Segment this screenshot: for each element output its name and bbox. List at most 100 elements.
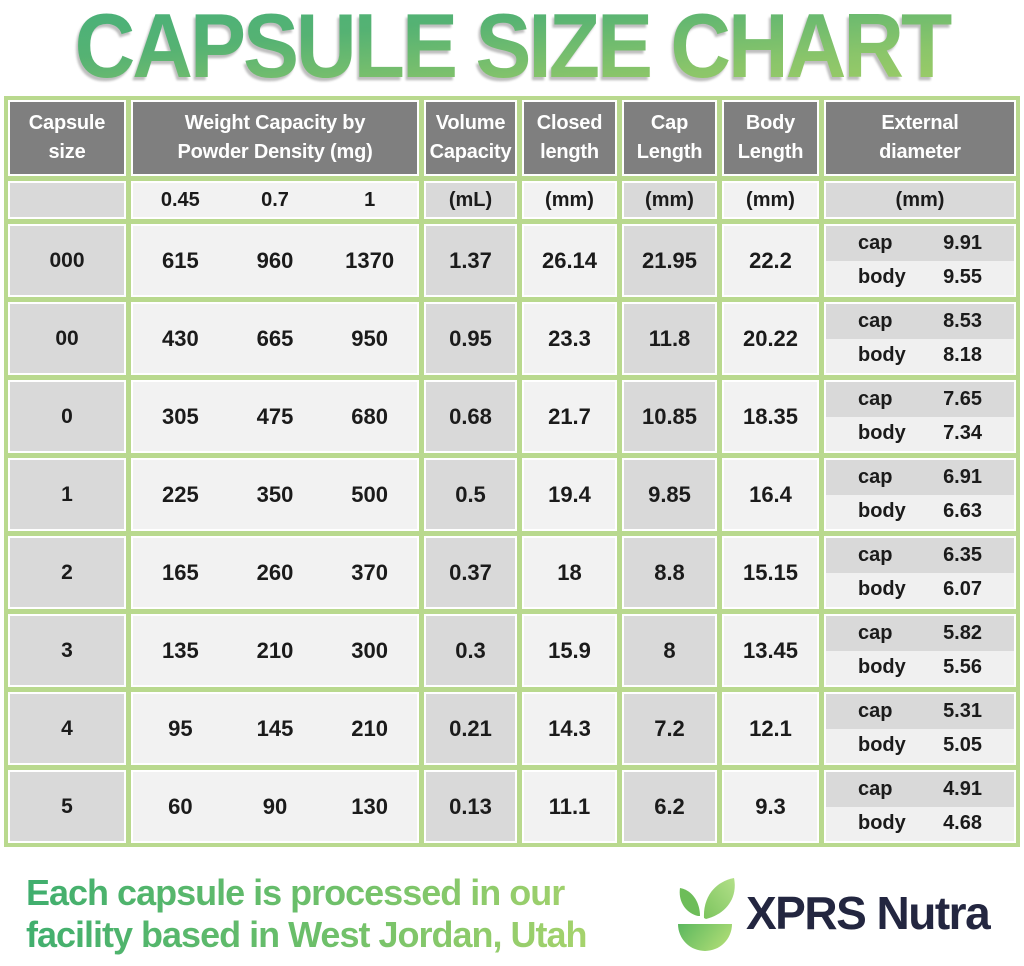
cap-label: cap [858,309,893,332]
header-cap-length: Cap Length [622,100,717,176]
cap-diameter-row: cap 8.53 [826,304,1014,339]
cap-diameter-row: cap 5.31 [826,694,1014,729]
weight-045-value: 60 [168,793,193,819]
body-diameter-value: 7.34 [943,422,982,445]
weight-07-value: 90 [262,793,288,819]
body-label: body [858,422,906,445]
weight-1-value: 370 [351,559,389,585]
weight-07-value: 210 [256,637,294,663]
cap-label: cap [858,543,893,566]
weight-capacity-cell: 430 665 950 [131,302,419,375]
body-diameter-row: body 4.68 [826,806,1014,841]
weight-045-value: 305 [161,403,199,429]
cap-diameter-value: 7.65 [943,387,982,410]
weight-07-value: 145 [256,715,294,741]
cap-diameter-value: 8.53 [943,309,982,332]
density-07-label: 0.7 [261,188,289,211]
weight-capacity-cell: 225 350 500 [131,458,419,531]
cap-diameter-value: 9.91 [943,231,982,254]
weight-1-value: 300 [351,637,389,663]
external-diameter-cell: cap 5.31 body 5.05 [824,692,1016,765]
body-diameter-row: body 9.55 [826,260,1014,295]
closed-length-cell: 14.3 [522,692,617,765]
body-diameter-value: 5.56 [943,656,982,679]
weight-1-value: 680 [351,403,389,429]
weight-1-value: 210 [351,715,389,741]
footer-tagline-line2: facility based in West Jordan, Utah [26,914,587,955]
body-diameter-row: body 5.05 [826,728,1014,763]
cap-length-unit-label: (mm) [622,181,717,219]
cap-diameter-value: 4.91 [943,777,982,800]
cap-diameter-row: cap 9.91 [826,226,1014,261]
volume-capacity-cell: 0.5 [424,458,517,531]
external-diameter-cell: cap 7.65 body 7.34 [824,380,1016,453]
closed-length-cell: 18 [522,536,617,609]
external-diameter-cell: cap 9.91 body 9.55 [824,224,1016,297]
closed-length-cell: 19.4 [522,458,617,531]
capsule-size-cell: 00 [8,302,126,375]
body-diameter-value: 5.05 [943,734,982,757]
subheader-densities: 0.45 0.7 1 [131,181,419,219]
header-capsule-size: Capsule size [8,100,126,176]
brand-name: XPRS Nutra [746,887,991,939]
cap-diameter-value: 6.91 [943,465,982,488]
weight-045-value: 165 [161,559,199,585]
cap-diameter-row: cap 4.91 [826,772,1014,807]
volume-capacity-cell: 0.3 [424,614,517,687]
body-length-cell: 16.4 [722,458,819,531]
weight-045-value: 225 [161,481,199,507]
capsule-size-table: Capsule size Weight Capacity by Powder D… [4,96,1020,847]
cap-label: cap [858,621,893,644]
body-diameter-row: body 8.18 [826,338,1014,373]
body-length-cell: 15.15 [722,536,819,609]
header-external-diameter-label: External diameter [879,112,961,163]
cap-length-cell: 8.8 [622,536,717,609]
volume-unit-label: (mL) [424,181,517,219]
density-1-label: 1 [364,188,376,211]
body-diameter-value: 9.55 [943,266,982,289]
closed-length-cell: 26.14 [522,224,617,297]
density-045-label: 0.45 [160,188,200,211]
body-diameter-row: body 6.07 [826,572,1014,607]
body-length-cell: 12.1 [722,692,819,765]
body-diameter-row: body 6.63 [826,494,1014,529]
volume-capacity-cell: 0.37 [424,536,517,609]
body-diameter-value: 4.68 [943,812,982,835]
weight-07-value: 960 [256,247,294,273]
body-length-cell: 18.35 [722,380,819,453]
cap-diameter-row: cap 7.65 [826,382,1014,417]
external-diameter-cell: cap 4.91 body 4.68 [824,770,1016,843]
body-length-cell: 13.45 [722,614,819,687]
closed-length-cell: 15.9 [522,614,617,687]
weight-capacity-cell: 135 210 300 [131,614,419,687]
external-diameter-unit-label: (mm) [824,181,1016,219]
weight-045-value: 135 [161,637,199,663]
cap-length-cell: 10.85 [622,380,717,453]
cap-label: cap [858,699,893,722]
header-body-length: Body Length [722,100,819,176]
capsule-size-cell: 1 [8,458,126,531]
volume-capacity-cell: 0.21 [424,692,517,765]
cap-diameter-value: 6.35 [943,543,982,566]
body-label: body [858,578,906,601]
cap-length-cell: 21.95 [622,224,717,297]
header-closed-length: Closed length [522,100,617,176]
closed-length-cell: 23.3 [522,302,617,375]
capsule-size-cell: 3 [8,614,126,687]
body-diameter-row: body 7.34 [826,416,1014,451]
closed-length-cell: 11.1 [522,770,617,843]
weight-1-value: 130 [351,793,389,819]
cap-diameter-row: cap 6.91 [826,460,1014,495]
external-diameter-cell: cap 5.82 body 5.56 [824,614,1016,687]
weight-capacity-cell: 95 145 210 [131,692,419,765]
body-diameter-value: 8.18 [943,344,982,367]
xprs-nutra-logo-icon [678,878,735,951]
capsule-size-cell: 0 [8,380,126,453]
cap-length-cell: 9.85 [622,458,717,531]
capsule-size-cell: 4 [8,692,126,765]
body-length-cell: 20.22 [722,302,819,375]
capsule-size-cell: 5 [8,770,126,843]
body-diameter-value: 6.63 [943,500,982,523]
weight-capacity-cell: 615 960 1370 [131,224,419,297]
cap-label: cap [858,465,893,488]
